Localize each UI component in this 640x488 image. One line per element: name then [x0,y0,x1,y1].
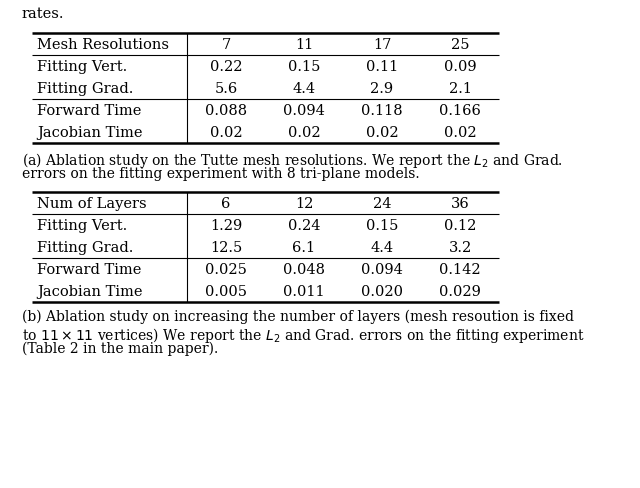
Text: 0.118: 0.118 [361,104,403,118]
Text: 0.02: 0.02 [288,126,320,140]
Text: 36: 36 [451,197,469,210]
Text: 0.094: 0.094 [361,263,403,276]
Text: Jacobian Time: Jacobian Time [37,126,143,140]
Text: (a) Ablation study on the Tutte mesh resolutions. We report the $L_2$ and Grad.: (a) Ablation study on the Tutte mesh res… [22,151,563,170]
Text: 0.22: 0.22 [210,60,243,74]
Text: Fitting Vert.: Fitting Vert. [37,219,127,232]
Text: 0.142: 0.142 [439,263,481,276]
Text: (Table 2 in the main paper).: (Table 2 in the main paper). [22,341,218,356]
Text: 0.02: 0.02 [210,126,243,140]
Text: Jacobian Time: Jacobian Time [37,285,143,298]
Text: 0.088: 0.088 [205,104,247,118]
Text: 6: 6 [221,197,230,210]
Text: Num of Layers: Num of Layers [37,197,147,210]
Text: 0.020: 0.020 [361,285,403,298]
Text: 0.025: 0.025 [205,263,247,276]
Text: 0.02: 0.02 [365,126,398,140]
Text: 12: 12 [295,197,313,210]
Text: 17: 17 [373,38,391,52]
Text: 25: 25 [451,38,469,52]
Text: 0.166: 0.166 [439,104,481,118]
Text: to $11\times11$ vertices) We report the $L_2$ and Grad. errors on the fitting ex: to $11\times11$ vertices) We report the … [22,325,584,345]
Text: 0.15: 0.15 [366,219,398,232]
Text: 0.048: 0.048 [283,263,325,276]
Text: 4.4: 4.4 [292,82,316,96]
Text: 0.09: 0.09 [444,60,476,74]
Text: rates.: rates. [22,7,65,21]
Text: 0.02: 0.02 [444,126,476,140]
Text: 24: 24 [372,197,391,210]
Text: 1.29: 1.29 [210,219,242,232]
Text: 0.11: 0.11 [366,60,398,74]
Text: 0.15: 0.15 [288,60,320,74]
Text: 2.1: 2.1 [449,82,472,96]
Text: 12.5: 12.5 [210,241,242,254]
Text: 0.029: 0.029 [439,285,481,298]
Text: Fitting Grad.: Fitting Grad. [37,241,133,254]
Text: 0.005: 0.005 [205,285,247,298]
Text: 7: 7 [221,38,230,52]
Text: 4.4: 4.4 [371,241,394,254]
Text: Mesh Resolutions: Mesh Resolutions [37,38,169,52]
Text: 0.24: 0.24 [288,219,320,232]
Text: Forward Time: Forward Time [37,263,141,276]
Text: 0.094: 0.094 [283,104,325,118]
Text: 5.6: 5.6 [214,82,237,96]
Text: 2.9: 2.9 [371,82,394,96]
Text: (b) Ablation study on increasing the number of layers (mesh resoution is fixed: (b) Ablation study on increasing the num… [22,309,574,324]
Text: errors on the fitting experiment with 8 tri-plane models.: errors on the fitting experiment with 8 … [22,167,420,181]
Text: 0.011: 0.011 [283,285,325,298]
Text: Forward Time: Forward Time [37,104,141,118]
Text: 6.1: 6.1 [292,241,316,254]
Text: Fitting Vert.: Fitting Vert. [37,60,127,74]
Text: 3.2: 3.2 [449,241,472,254]
Text: 0.12: 0.12 [444,219,476,232]
Text: 11: 11 [295,38,313,52]
Text: Fitting Grad.: Fitting Grad. [37,82,133,96]
